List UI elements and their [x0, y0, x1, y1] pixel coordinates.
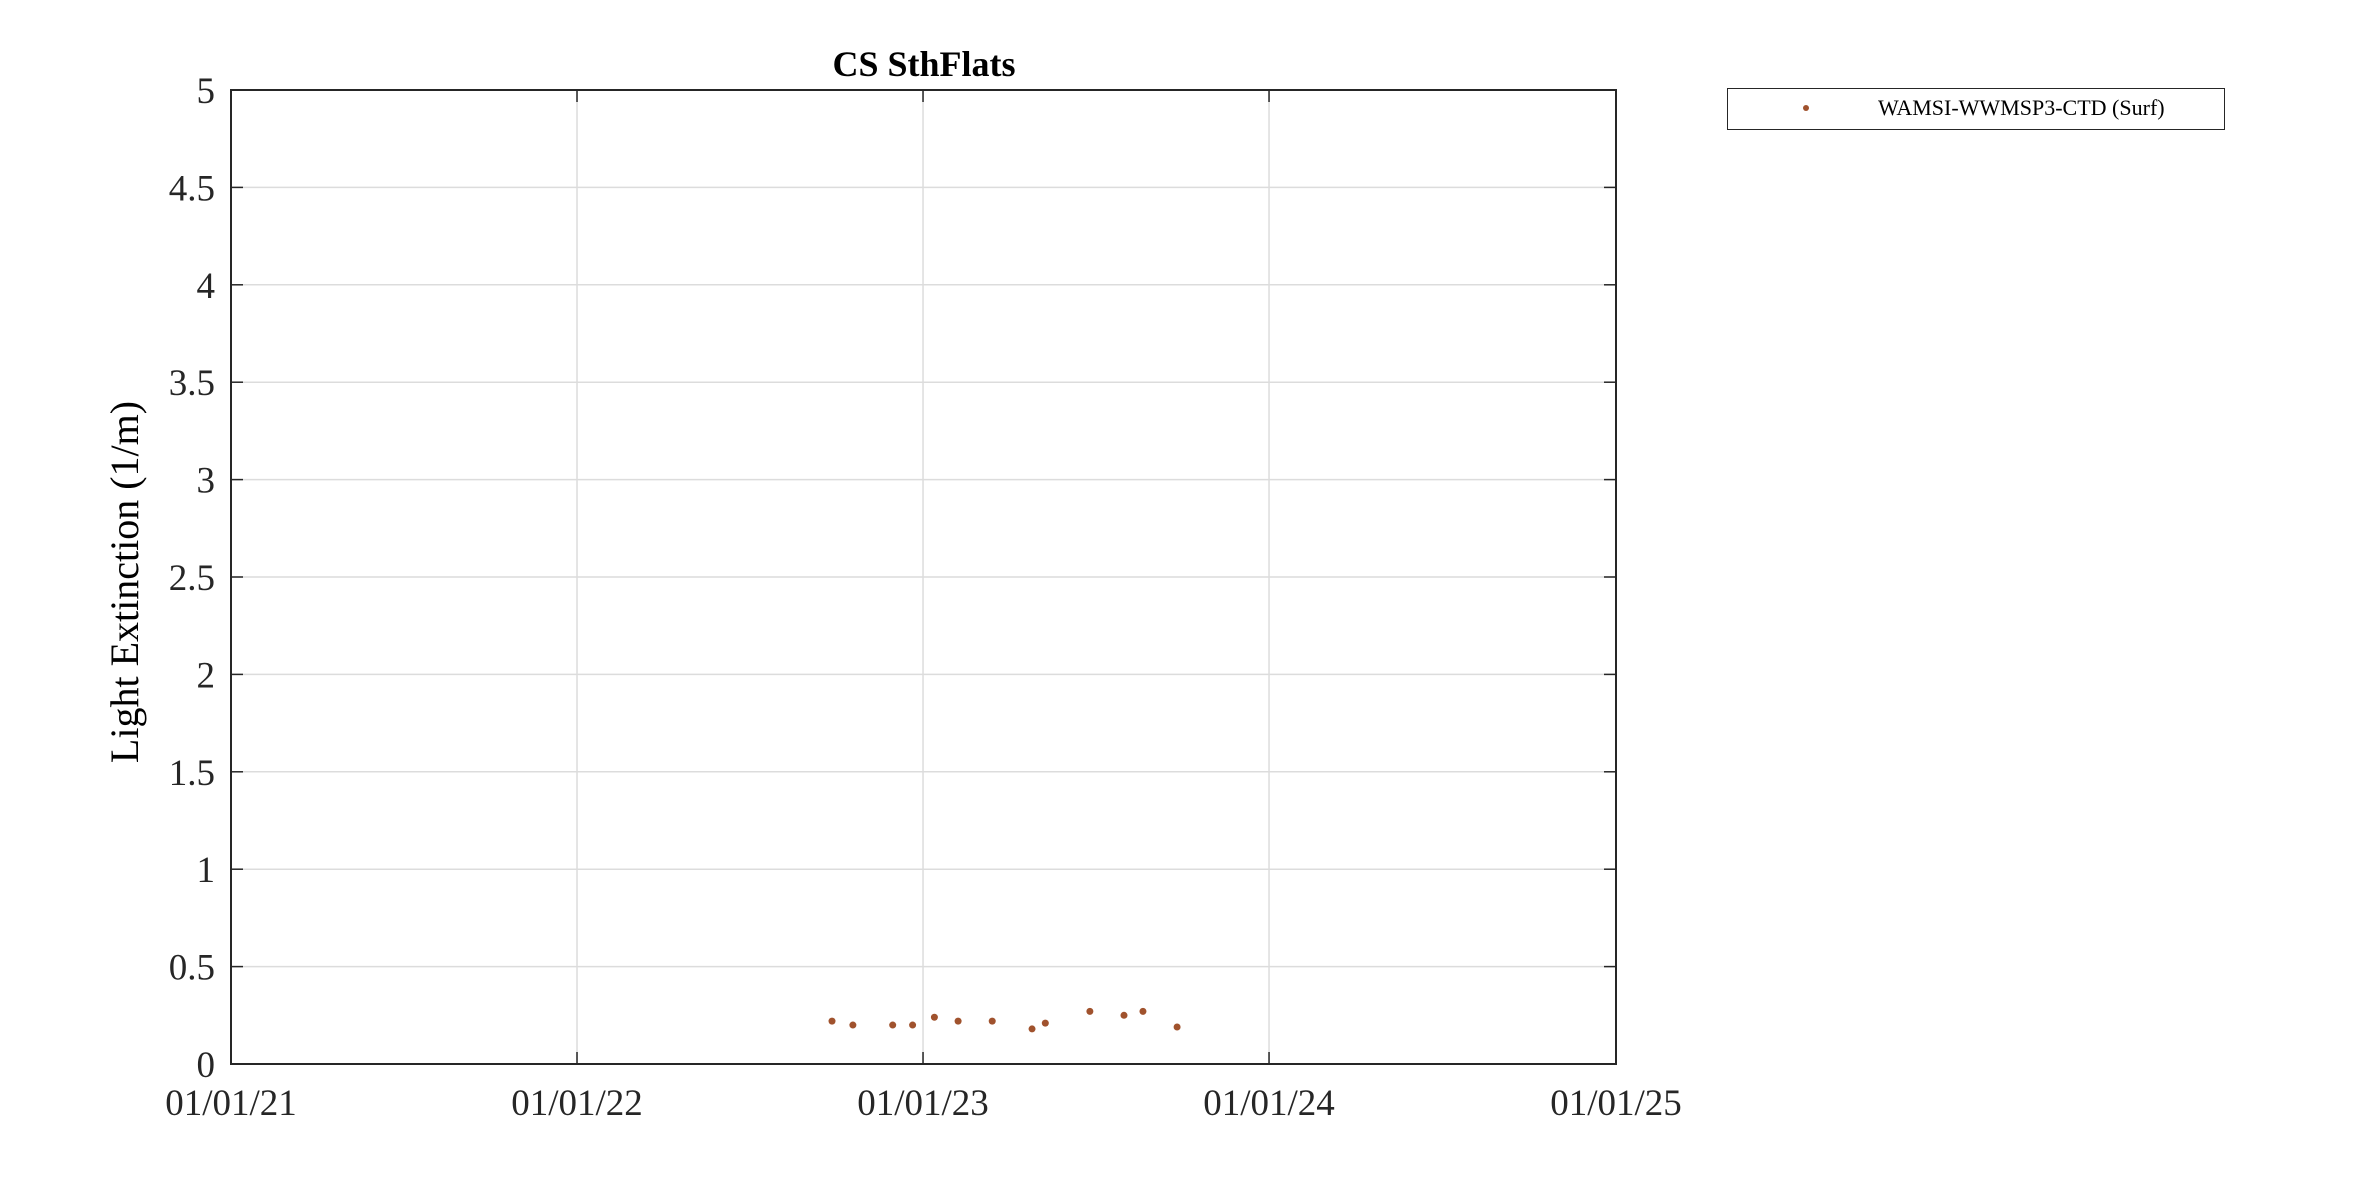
data-point — [1041, 1019, 1049, 1027]
x-tick-label: 01/01/23 — [857, 1083, 989, 1124]
x-tick-label: 01/01/24 — [1203, 1083, 1335, 1124]
plot-frame — [230, 89, 1617, 1065]
y-tick-label: 2 — [197, 655, 216, 696]
chart-title: CS SthFlats — [832, 44, 1015, 84]
y-tick-label: 1.5 — [169, 753, 215, 794]
data-point — [849, 1021, 857, 1029]
y-tick-label: 1 — [197, 850, 216, 891]
y-tick-label: 2.5 — [169, 558, 215, 599]
data-point — [988, 1017, 996, 1025]
x-tick-label: 01/01/25 — [1550, 1083, 1682, 1124]
data-point — [1173, 1023, 1181, 1031]
legend-series-label: WAMSI-WWMSP3-CTD (Surf) — [1878, 95, 2165, 120]
data-point — [1120, 1011, 1128, 1019]
legend-marker-icon — [1803, 105, 1809, 111]
axes: 0 0.5 1 1.5 2 2.5 3 3.5 4 4.5 5 01/01/21 01/01/22 01/… — [165, 71, 1682, 1124]
x-tick-label: 01/01/22 — [511, 1083, 643, 1124]
y-tick-label: 0 — [197, 1045, 216, 1086]
data-point — [1086, 1007, 1094, 1015]
y-axis-label: Light Extinction (1/m) — [102, 401, 147, 763]
y-tick-label: 0.5 — [169, 948, 215, 989]
y-tick-label: 4 — [197, 266, 216, 307]
x-tick-label: 01/01/21 — [165, 1083, 297, 1124]
grid-lines — [230, 89, 1617, 1065]
data-point — [909, 1021, 917, 1029]
data-point — [1139, 1007, 1147, 1015]
y-tick-label: 4.5 — [169, 168, 215, 209]
y-tick-label: 3.5 — [169, 363, 215, 404]
data-point — [1028, 1025, 1036, 1033]
data-point — [954, 1017, 962, 1025]
legend: WAMSI-WWMSP3-CTD (Surf) — [1727, 88, 2225, 130]
data-point — [828, 1017, 836, 1025]
data-points — [828, 1007, 1181, 1033]
y-tick-label: 3 — [197, 461, 216, 502]
y-tick-label: 5 — [197, 71, 216, 112]
data-point — [889, 1021, 897, 1029]
data-point — [930, 1013, 938, 1021]
